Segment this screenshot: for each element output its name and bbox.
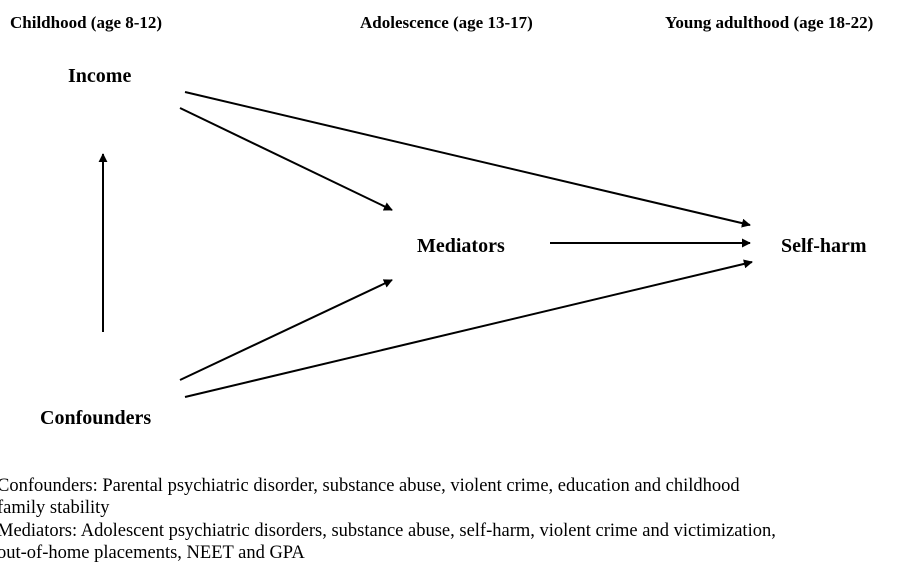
arrows — [98, 91, 753, 398]
node-label: Income — [68, 65, 131, 87]
note-line: out-of-home placements, NEET and GPA — [0, 543, 305, 563]
node-label: Self-harm — [781, 235, 867, 257]
node-label: Confounders — [40, 407, 151, 429]
stage-header: Adolescence (age 13-17) — [360, 13, 533, 32]
note-line: family stability — [0, 498, 110, 518]
stage-header: Childhood (age 8-12) — [10, 13, 162, 32]
node-label: Mediators — [417, 235, 505, 257]
arrow — [179, 107, 393, 211]
arrow — [184, 259, 753, 398]
arrow — [179, 279, 393, 381]
note-line: Mediators: Adolescent psychiatric disord… — [0, 521, 776, 541]
arrow — [184, 91, 751, 228]
stage-header: Young adulthood (age 18-22) — [665, 13, 873, 32]
note-line: Confounders: Parental psychiatric disord… — [0, 476, 740, 496]
